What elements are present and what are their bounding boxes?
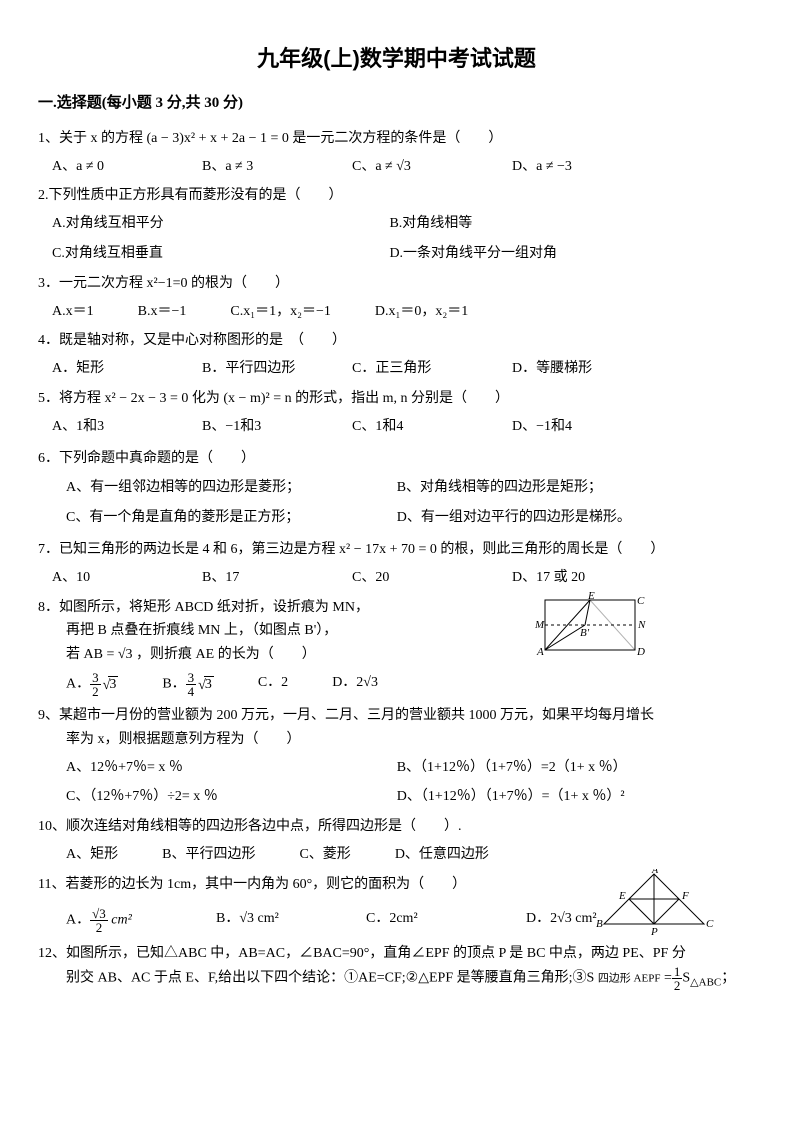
q8-opt-d: D．2√3 (332, 671, 378, 698)
q1-stem: 1、关于 x 的方程 (a − 3)x² + x + 2a − 1 = 0 是一… (38, 127, 755, 151)
svg-text:A: A (651, 869, 659, 876)
q5-stem: 5．将方程 x² − 2x − 3 = 0 化为 (x − m)² = n 的形… (38, 387, 755, 411)
section-heading: 一.选择题(每小题 3 分,共 30 分) (38, 91, 755, 117)
q2-opt-d: D.一条对角线平分一组对角 (389, 242, 726, 266)
q1-opt-a: A、a ≠ 0 (52, 155, 202, 179)
q2-opt-a: A.对角线互相平分 (52, 212, 389, 236)
q2-opt-b: B.对角线相等 (389, 212, 726, 236)
q2-options-1: A.对角线互相平分 B.对角线相等 (52, 212, 755, 236)
q8-opt-a: A．323 (66, 671, 118, 698)
q4-opt-c: C．正三角形 (352, 357, 512, 381)
svg-text:C: C (637, 595, 645, 607)
q7-opt-a: A、10 (52, 566, 202, 590)
svg-text:P: P (650, 926, 658, 938)
q3-opt-c: C.x₁＝1，x₂＝−1 (230, 300, 331, 324)
q5-opt-b: B、−1和3 (202, 415, 352, 439)
q10-options: A、矩形 B、平行四边形 C、菱形 D、任意四边形 (66, 843, 755, 867)
q6-options-2: C、有一个角是直角的菱形是正方形； D、有一组对边平行的四边形是梯形。 (66, 506, 755, 530)
svg-text:A: A (536, 646, 544, 658)
q6-opt-d: D、有一组对边平行的四边形是梯形。 (397, 506, 728, 530)
q6-options-1: A、有一组邻边相等的四边形是菱形； B、对角线相等的四边形是矩形； (66, 476, 755, 500)
q11-opt-b: B．√3 cm² (216, 907, 366, 934)
q10-opt-c: C、菱形 (299, 843, 350, 867)
q3-stem: 3．一元二次方程 x²−1=0 的根为（ ） (38, 272, 755, 296)
q9: 9、某超市一月份的营业额为 200 万元，一月、二月、三月的营业额共 1000 … (38, 704, 755, 809)
q9-l1: 9、某超市一月份的营业额为 200 万元，一月、二月、三月的营业额共 1000 … (38, 704, 755, 728)
q2-opt-c: C.对角线互相垂直 (52, 242, 389, 266)
q11-opt-a: A．√32 cm² (66, 907, 216, 934)
svg-text:D: D (636, 646, 645, 658)
q9-options-2: C、（12％+7％）÷2= x ％ D、（1+12％）（1+7％）=（1+ x … (66, 785, 755, 809)
q9-opt-d: D、（1+12％）（1+7％）=（1+ x ％）² (397, 785, 728, 809)
q8-options: A．323 B．343 C．2 D．2√3 (66, 671, 755, 698)
q5-opt-a: A、1和3 (52, 415, 202, 439)
q9-opt-b: B、（1+12％）（1+7％）=2（1+ x ％） (397, 756, 728, 780)
q7-opt-d: D、17 或 20 (512, 566, 585, 590)
q1-opt-d: D、a ≠ −3 (512, 155, 572, 179)
q8-figure: A E C D M N B' (535, 590, 655, 660)
q11-opt-c: C．2cm² (366, 907, 526, 934)
q4-options: A．矩形 B．平行四边形 C．正三角形 D．等腰梯形 (52, 357, 755, 381)
q3-options: A.x＝1 B.x＝−1 C.x₁＝1，x₂＝−1 D.x₁＝0，x₂＝1 (52, 300, 755, 324)
q12-l1: 12、如图所示，已知△ABC 中，AB=AC，∠BAC=90°，直角∠EPF 的… (38, 942, 755, 966)
q3-opt-a: A.x＝1 (52, 300, 94, 324)
q6-opt-a: A、有一组邻边相等的四边形是菱形； (66, 476, 397, 500)
q9-l2: 率为 x，则根据题意列方程为（ ） (66, 728, 755, 752)
q5-opt-c: C、1和4 (352, 415, 512, 439)
q1-options: A、a ≠ 0 B、a ≠ 3 C、a ≠ √3 D、a ≠ −3 (52, 155, 755, 179)
q4-opt-a: A．矩形 (52, 357, 202, 381)
svg-text:F: F (681, 890, 689, 902)
svg-text:B: B (596, 918, 603, 930)
q11-opt-d: D．2√3 cm² (526, 907, 597, 934)
svg-text:E: E (587, 590, 595, 602)
q3-opt-b: B.x＝−1 (138, 300, 187, 324)
svg-text:B': B' (580, 627, 590, 639)
q11: 11、若菱形的边长为 1cm，其中一内角为 60°，则它的面积为（ ） A．√3… (38, 873, 755, 934)
svg-text:M: M (535, 619, 545, 631)
q9-options-1: A、12％+7％= x ％ B、（1+12％）（1+7％）=2（1+ x ％） (66, 756, 755, 780)
q8-opt-c: C．2 (258, 671, 288, 698)
q8-opt-b: B．343 (162, 671, 214, 698)
q10-opt-b: B、平行四边形 (162, 843, 255, 867)
q9-opt-a: A、12％+7％= x ％ (66, 756, 397, 780)
q4-stem: 4．既是轴对称，又是中心对称图形的是 （ ） (38, 329, 755, 353)
q6-opt-b: B、对角线相等的四边形是矩形； (397, 476, 728, 500)
q7-stem: 7．已知三角形的两边长是 4 和 6，第三边是方程 x² − 17x + 70 … (38, 538, 755, 562)
svg-text:C: C (706, 918, 714, 930)
q12: 12、如图所示，已知△ABC 中，AB=AC，∠BAC=90°，直角∠EPF 的… (38, 942, 755, 993)
q5-opt-d: D、−1和4 (512, 415, 572, 439)
q7-opt-c: C、20 (352, 566, 512, 590)
q6-opt-c: C、有一个角是直角的菱形是正方形； (66, 506, 397, 530)
q7-opt-b: B、17 (202, 566, 352, 590)
q1-opt-c: C、a ≠ √3 (352, 155, 512, 179)
svg-text:E: E (618, 890, 626, 902)
q1-opt-b: B、a ≠ 3 (202, 155, 352, 179)
q9-opt-c: C、（12％+7％）÷2= x ％ (66, 785, 397, 809)
q8: 8．如图所示，将矩形 ABCD 纸对折，设折痕为 MN， 再把 B 点叠在折痕线… (38, 596, 755, 698)
q11-figure: A B C E F P (589, 869, 719, 939)
q3-opt-d: D.x₁＝0，x₂＝1 (375, 300, 468, 324)
q5-options: A、1和3 B、−1和3 C、1和4 D、−1和4 (52, 415, 755, 439)
q10-stem: 10、顺次连结对角线相等的四边形各边中点，所得四边形是（ ）. (38, 815, 755, 839)
q4-opt-b: B．平行四边形 (202, 357, 352, 381)
q10-opt-d: D、任意四边形 (395, 843, 489, 867)
q2-options-2: C.对角线互相垂直 D.一条对角线平分一组对角 (52, 242, 755, 266)
q10-opt-a: A、矩形 (66, 843, 118, 867)
q2-stem: 2.下列性质中正方形具有而菱形没有的是（ ） (38, 184, 755, 208)
q4-opt-d: D．等腰梯形 (512, 357, 592, 381)
exam-title: 九年级(上)数学期中考试试题 (38, 40, 755, 77)
q7-options: A、10 B、17 C、20 D、17 或 20 (52, 566, 755, 590)
q6-stem: 6．下列命题中真命题的是（ ） (38, 447, 755, 471)
q12-l2: 别交 AB、AC 于点 E、F,给出以下四个结论：①AE=CF;②△EPF 是等… (66, 965, 755, 992)
svg-text:N: N (637, 619, 646, 631)
